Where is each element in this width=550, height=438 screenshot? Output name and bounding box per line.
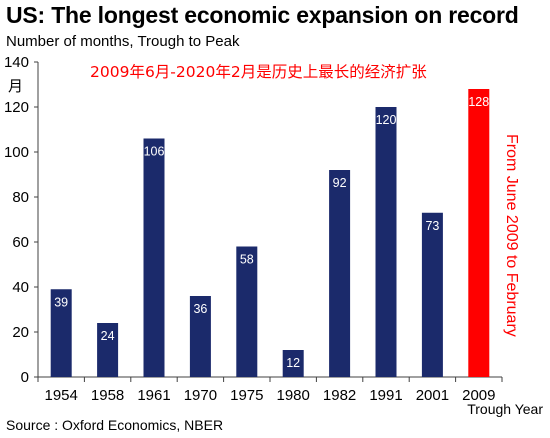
- x-tick-label: 1980: [277, 387, 310, 404]
- annotation-vertical-text: From June 2009 to February: [503, 134, 520, 337]
- y-tick-label: 0: [21, 369, 29, 386]
- x-tick-label: 2001: [416, 387, 449, 404]
- data-label: 24: [101, 329, 115, 343]
- bar: [421, 212, 443, 377]
- data-label: 39: [54, 295, 68, 309]
- data-label: 36: [193, 302, 207, 316]
- y-tick-label: 80: [12, 189, 29, 206]
- y-tick-label: 40: [12, 279, 29, 296]
- x-tick-label: 1961: [137, 387, 170, 404]
- annotation-text: 2009年6月-2020年2月是历史上最长的经济扩张: [90, 63, 427, 81]
- x-axis-label: Trough Year: [467, 401, 543, 417]
- y-tick-label: 120: [4, 99, 29, 116]
- bar: [468, 89, 490, 377]
- bar: [282, 350, 304, 377]
- data-label: 106: [144, 145, 165, 159]
- x-tick-label: 1991: [369, 387, 402, 404]
- bar: [189, 296, 211, 377]
- x-tick-label: 1975: [230, 387, 263, 404]
- chart-subtitle: Number of months, Trough to Peak: [6, 33, 240, 50]
- data-label: 58: [240, 253, 254, 267]
- data-label: 128: [468, 95, 489, 109]
- chart-title: US: The longest economic expansion on re…: [6, 2, 519, 28]
- y-tick-label: 20: [12, 324, 29, 341]
- x-tick-label: 1970: [184, 387, 217, 404]
- data-label: 120: [376, 113, 397, 127]
- bar: [329, 170, 351, 377]
- data-label: 73: [425, 219, 439, 233]
- bar: [143, 138, 165, 377]
- x-tick-label: 2009: [462, 387, 495, 404]
- bar: [236, 246, 258, 377]
- y-tick-label: 100: [4, 144, 29, 161]
- y-tick-label: 60: [12, 234, 29, 251]
- y-tick-label: 140: [4, 54, 29, 71]
- bar: [50, 289, 72, 377]
- y-unit-label: 月: [8, 77, 23, 95]
- data-label: 12: [286, 356, 300, 370]
- bar: [375, 107, 397, 377]
- bar: [97, 323, 119, 377]
- source-note: Source : Oxford Economics, NBER: [6, 417, 224, 433]
- x-tick-label: 1982: [323, 387, 356, 404]
- x-tick-label: 1954: [45, 387, 78, 404]
- x-tick-label: 1958: [91, 387, 124, 404]
- data-label: 92: [333, 176, 347, 190]
